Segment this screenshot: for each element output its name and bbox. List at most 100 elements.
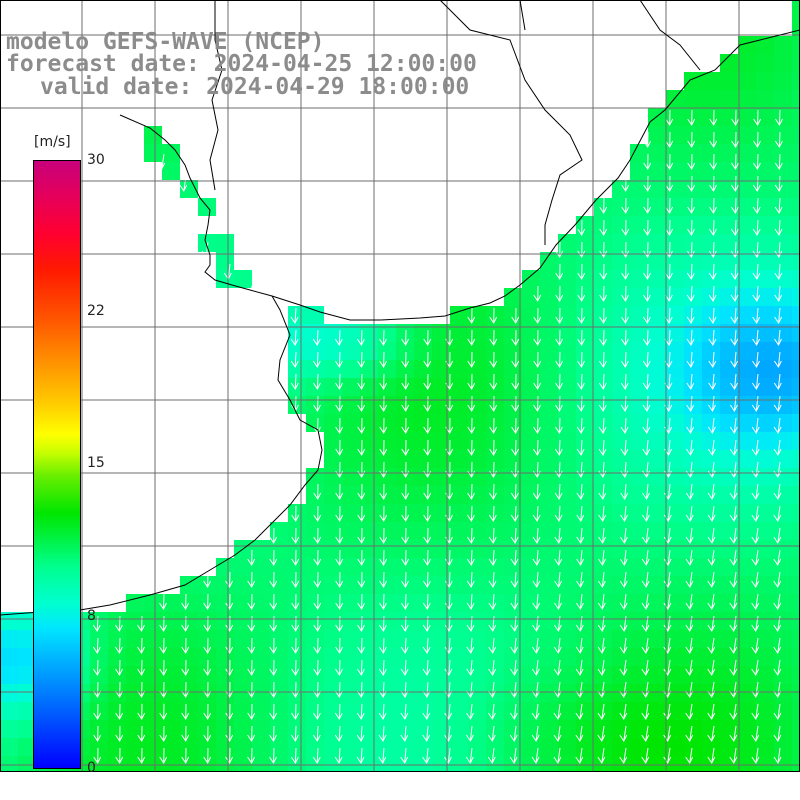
wind-cell — [234, 558, 252, 576]
wind-cell — [684, 630, 702, 648]
wind-cell — [738, 324, 756, 342]
wind-cell — [612, 648, 630, 666]
wind-arrow — [555, 307, 564, 324]
wind-cell — [720, 54, 738, 72]
wind-arrow — [553, 725, 562, 742]
wind-cell — [720, 486, 738, 504]
wind-arrow — [642, 373, 651, 390]
wind-arrow — [685, 659, 694, 676]
wind-cell — [378, 342, 396, 360]
wind-arrow — [751, 527, 760, 544]
wind-cell — [666, 594, 684, 612]
wind-cell — [396, 738, 414, 756]
wind-cell — [792, 666, 800, 684]
wind-cell — [792, 180, 800, 198]
wind-cell — [792, 0, 800, 18]
wind-arrow — [751, 593, 760, 610]
wind-cell — [468, 324, 486, 342]
wind-arrow — [511, 439, 519, 456]
wind-cell — [324, 450, 342, 468]
wind-cell — [702, 594, 720, 612]
wind-arrow — [555, 329, 564, 346]
wind-arrow — [707, 703, 716, 720]
wind-cell — [774, 414, 792, 432]
wind-cell — [396, 396, 414, 414]
wind-cell — [702, 324, 720, 342]
wind-cell — [486, 522, 504, 540]
wind-arrow — [619, 703, 628, 720]
wind-cell — [612, 198, 630, 216]
wind-arrow — [531, 637, 540, 654]
wind-arrow — [533, 285, 542, 302]
wind-cell — [540, 360, 558, 378]
wind-arrow — [335, 373, 343, 390]
wind-arrow — [92, 637, 101, 654]
wind-arrow — [356, 747, 365, 764]
wind-cell — [252, 576, 270, 594]
wind-cell — [684, 432, 702, 450]
wind-cell — [666, 324, 684, 342]
wind-cell — [792, 378, 800, 396]
wind-arrow — [643, 219, 652, 236]
wind-cell — [0, 612, 18, 630]
wind-cell — [612, 702, 630, 720]
wind-cell — [666, 198, 684, 216]
wind-arrow — [137, 681, 146, 698]
wind-cell — [648, 360, 666, 378]
wind-cell — [666, 486, 684, 504]
wind-cell — [342, 396, 360, 414]
wind-cell — [234, 594, 252, 612]
wind-cell — [468, 684, 486, 702]
wind-arrow — [313, 417, 321, 434]
wind-cell — [450, 558, 468, 576]
wind-cell — [306, 504, 324, 522]
wind-arrow — [532, 593, 541, 610]
wind-arrow — [466, 637, 475, 654]
wind-arrow — [181, 659, 190, 676]
wind-cell — [0, 684, 18, 702]
wind-cell — [648, 468, 666, 486]
wind-arrow — [729, 703, 738, 720]
wind-arrow — [357, 505, 366, 522]
border-line — [639, 0, 701, 71]
wind-cell — [450, 720, 468, 738]
wind-arrow — [532, 549, 541, 566]
wind-cell — [216, 234, 234, 252]
wind-arrow — [730, 285, 739, 302]
wind-arrow — [203, 681, 212, 698]
wind-cell — [432, 630, 450, 648]
wind-cell — [648, 738, 666, 756]
wind-arrow — [597, 725, 606, 742]
wind-arrow — [203, 659, 212, 676]
wind-cell — [216, 558, 234, 576]
wind-arrow — [709, 175, 717, 192]
wind-arrow — [686, 307, 695, 324]
wind-arrow — [686, 263, 695, 280]
wind-cell — [342, 540, 360, 558]
wind-cell — [756, 702, 774, 720]
wind-cell — [504, 450, 522, 468]
wind-arrow — [467, 395, 476, 412]
wind-cell — [792, 324, 800, 342]
wind-cell — [630, 360, 648, 378]
wind-arrow — [687, 153, 696, 170]
wind-arrow — [751, 571, 760, 588]
wind-arrow — [774, 307, 783, 324]
wind-cell — [468, 738, 486, 756]
wind-cell — [324, 648, 342, 666]
wind-cell — [774, 234, 792, 252]
wind-cell — [738, 144, 756, 162]
wind-cell — [432, 522, 450, 540]
wind-arrow — [488, 659, 497, 676]
wind-arrow — [466, 659, 475, 676]
wind-cell — [306, 702, 324, 720]
wind-cell — [684, 486, 702, 504]
wind-cell — [630, 396, 648, 414]
wind-cell — [558, 594, 576, 612]
wind-cell — [648, 378, 666, 396]
wind-cell — [594, 684, 612, 702]
wind-cell — [144, 630, 162, 648]
wind-cell — [108, 738, 126, 756]
wind-arrow — [269, 571, 278, 588]
wind-arrow — [225, 703, 234, 720]
